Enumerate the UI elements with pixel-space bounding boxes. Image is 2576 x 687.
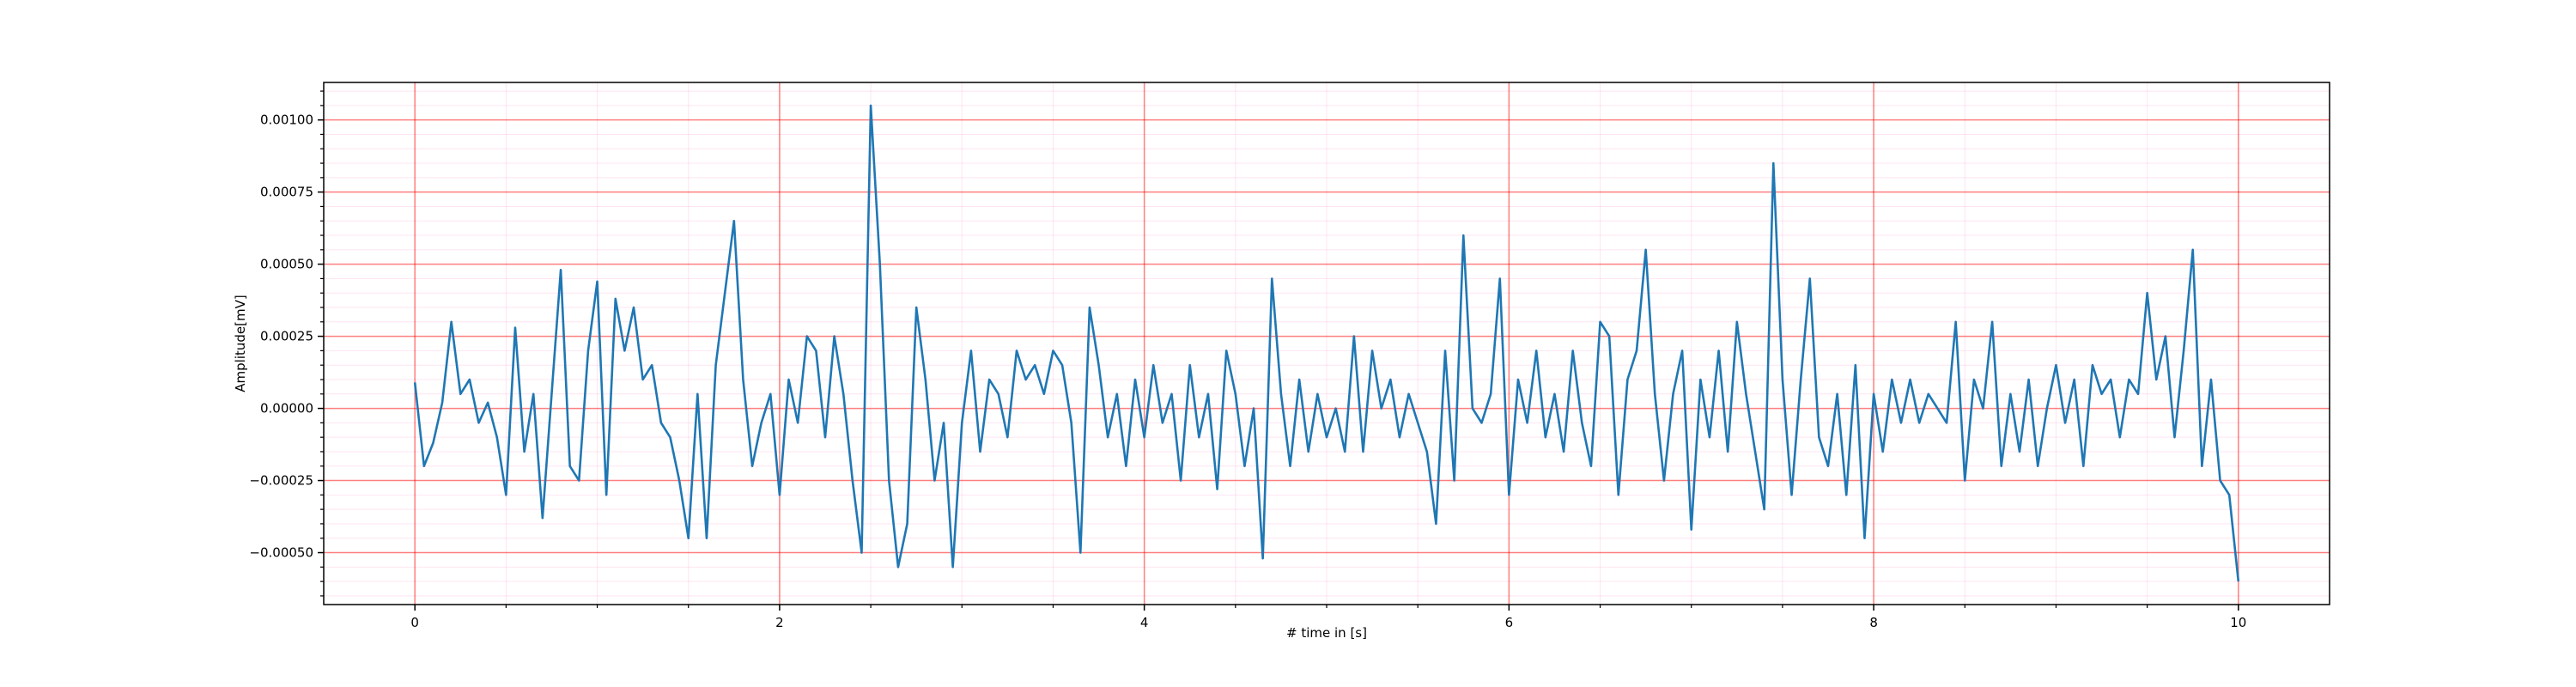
y-tick-label: −0.00025: [249, 473, 313, 489]
y-tick-label: 0.00100: [260, 112, 313, 128]
x-tick-label: 2: [775, 615, 784, 630]
x-axis-label: # time in [s]: [1286, 625, 1367, 641]
y-tick-label: −0.00050: [249, 545, 313, 561]
y-axis-label: Amplitude[mV]: [233, 295, 248, 392]
y-tick-label: 0.00075: [260, 185, 313, 200]
x-tick-label: 6: [1505, 615, 1514, 630]
y-tick-label: 0.00000: [260, 401, 313, 416]
y-tick-label: 0.00050: [260, 257, 313, 272]
x-tick-label: 10: [2230, 615, 2246, 630]
x-tick-label: 0: [410, 615, 419, 630]
x-tick-label: 8: [1869, 615, 1878, 630]
x-tick-label: 4: [1140, 615, 1149, 630]
signal-line: [413, 104, 2240, 582]
plot-frame: [323, 82, 2330, 605]
y-tick-label: 0.00025: [260, 329, 313, 344]
